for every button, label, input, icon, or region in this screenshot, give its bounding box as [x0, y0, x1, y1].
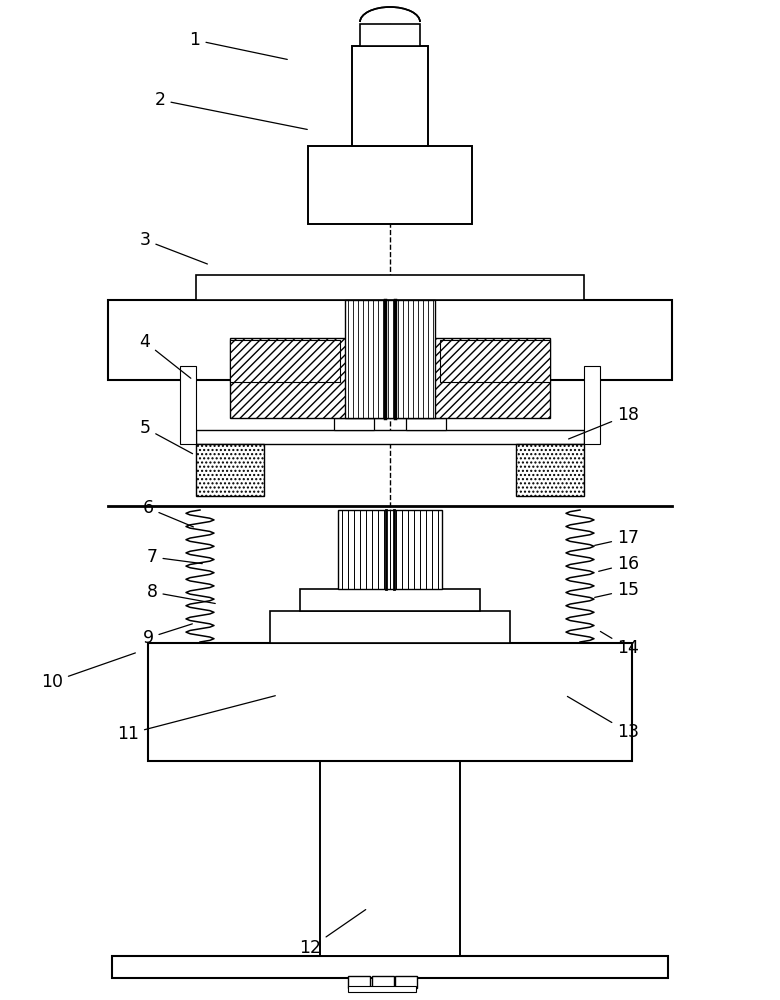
- Bar: [196, 275, 584, 300]
- Text: 17: 17: [594, 529, 639, 547]
- Bar: [270, 611, 510, 643]
- Text: 10: 10: [41, 653, 136, 691]
- Text: 5: 5: [140, 419, 193, 454]
- Bar: [360, 24, 420, 46]
- Text: 12: 12: [299, 910, 366, 957]
- Bar: [516, 444, 584, 496]
- Text: 18: 18: [569, 406, 639, 439]
- Text: 11: 11: [117, 696, 275, 743]
- Bar: [308, 146, 472, 224]
- Text: 13: 13: [567, 696, 639, 741]
- Bar: [345, 300, 435, 418]
- Bar: [196, 430, 584, 444]
- Bar: [440, 340, 550, 382]
- Text: 9: 9: [143, 624, 193, 647]
- Bar: [320, 761, 460, 956]
- Bar: [348, 976, 370, 988]
- Bar: [300, 589, 480, 611]
- Text: 15: 15: [594, 581, 639, 599]
- Bar: [348, 986, 416, 992]
- Bar: [395, 976, 417, 988]
- Bar: [406, 418, 446, 430]
- Text: 4: 4: [140, 333, 191, 378]
- Text: 8: 8: [147, 583, 215, 604]
- Text: 2: 2: [154, 91, 307, 129]
- Bar: [372, 976, 394, 988]
- Text: 16: 16: [599, 555, 639, 573]
- Text: 1: 1: [190, 31, 287, 59]
- Text: 7: 7: [147, 548, 202, 566]
- Bar: [334, 418, 374, 430]
- Bar: [230, 340, 340, 382]
- Bar: [180, 366, 196, 444]
- Text: 14: 14: [601, 631, 639, 657]
- Text: 3: 3: [140, 231, 207, 264]
- Bar: [230, 338, 550, 418]
- Bar: [338, 510, 442, 589]
- Text: 6: 6: [143, 499, 193, 527]
- Bar: [196, 444, 264, 496]
- Bar: [584, 366, 600, 444]
- Bar: [148, 643, 632, 761]
- Bar: [112, 956, 668, 978]
- Bar: [352, 46, 428, 146]
- Wedge shape: [360, 0, 420, 22]
- Bar: [108, 300, 672, 380]
